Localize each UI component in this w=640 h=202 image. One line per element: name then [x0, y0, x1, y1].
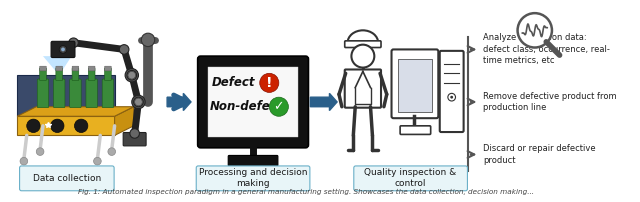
Circle shape: [451, 96, 453, 99]
Circle shape: [132, 95, 145, 109]
FancyBboxPatch shape: [198, 56, 308, 148]
FancyBboxPatch shape: [72, 66, 79, 71]
FancyBboxPatch shape: [40, 66, 46, 71]
Circle shape: [51, 119, 64, 133]
FancyBboxPatch shape: [56, 68, 63, 80]
Polygon shape: [17, 116, 115, 135]
Circle shape: [518, 13, 552, 47]
FancyBboxPatch shape: [345, 41, 381, 47]
Text: Discard or repair defective
product: Discard or repair defective product: [483, 144, 596, 165]
FancyArrow shape: [167, 93, 191, 110]
Text: Fig. 1: Automated inspection paradigm in a general manufacturing setting. Showca: Fig. 1: Automated inspection paradigm in…: [77, 188, 534, 195]
FancyBboxPatch shape: [70, 79, 81, 108]
Text: Defect: Defect: [212, 76, 255, 89]
Text: Quality inspection &
control: Quality inspection & control: [365, 168, 457, 188]
Circle shape: [61, 47, 65, 51]
Circle shape: [130, 129, 140, 138]
FancyArrow shape: [310, 93, 337, 110]
Circle shape: [134, 97, 143, 107]
FancyBboxPatch shape: [88, 68, 95, 80]
FancyBboxPatch shape: [86, 79, 97, 108]
Circle shape: [141, 33, 155, 47]
Text: Remove defective product from
production line: Remove defective product from production…: [483, 92, 617, 112]
FancyBboxPatch shape: [102, 79, 114, 108]
Circle shape: [120, 45, 129, 54]
Circle shape: [36, 148, 44, 155]
FancyBboxPatch shape: [54, 79, 65, 108]
Circle shape: [125, 68, 138, 82]
FancyBboxPatch shape: [20, 166, 114, 191]
Circle shape: [269, 97, 289, 116]
Text: Data collection: Data collection: [33, 174, 101, 183]
Circle shape: [351, 45, 374, 68]
Polygon shape: [115, 107, 134, 135]
Circle shape: [74, 119, 88, 133]
Text: Processing and decision
making: Processing and decision making: [199, 168, 307, 188]
Circle shape: [20, 157, 28, 165]
Circle shape: [127, 70, 136, 80]
FancyBboxPatch shape: [228, 155, 278, 166]
FancyBboxPatch shape: [104, 68, 111, 80]
FancyBboxPatch shape: [208, 67, 298, 137]
FancyBboxPatch shape: [392, 49, 438, 118]
Circle shape: [134, 98, 142, 106]
Circle shape: [68, 38, 78, 47]
Circle shape: [60, 46, 67, 53]
Circle shape: [128, 71, 136, 79]
FancyBboxPatch shape: [104, 66, 111, 71]
Text: ✓: ✓: [273, 100, 284, 113]
FancyBboxPatch shape: [440, 51, 463, 132]
FancyBboxPatch shape: [123, 133, 146, 146]
Text: Non-defect: Non-defect: [210, 100, 284, 113]
FancyBboxPatch shape: [37, 79, 49, 108]
FancyBboxPatch shape: [51, 41, 75, 58]
FancyBboxPatch shape: [56, 66, 63, 71]
Text: !: !: [266, 76, 273, 90]
FancyBboxPatch shape: [400, 126, 431, 134]
Circle shape: [108, 148, 116, 155]
Polygon shape: [17, 75, 115, 116]
Polygon shape: [17, 107, 134, 116]
Polygon shape: [43, 56, 72, 75]
Circle shape: [260, 73, 279, 92]
FancyBboxPatch shape: [72, 68, 79, 80]
Circle shape: [93, 157, 101, 165]
Text: Analyze inspection data:
defect class, occurrence, real-
time metrics, etc: Analyze inspection data: defect class, o…: [483, 34, 610, 65]
FancyBboxPatch shape: [398, 59, 431, 112]
FancyBboxPatch shape: [196, 166, 310, 191]
FancyBboxPatch shape: [354, 166, 467, 191]
Circle shape: [27, 119, 40, 133]
FancyBboxPatch shape: [345, 69, 381, 108]
FancyBboxPatch shape: [88, 66, 95, 71]
Circle shape: [448, 93, 456, 101]
FancyBboxPatch shape: [40, 68, 46, 80]
